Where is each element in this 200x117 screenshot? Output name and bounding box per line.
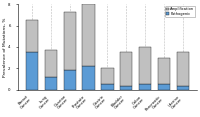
Bar — [64, 12, 76, 70]
Bar — [177, 52, 189, 86]
Bar — [139, 84, 151, 90]
Bar — [158, 84, 170, 90]
Bar — [82, 4, 95, 66]
Bar — [26, 20, 38, 52]
Bar — [158, 58, 170, 84]
Bar — [82, 66, 95, 90]
Bar — [64, 70, 76, 90]
Bar — [120, 52, 132, 86]
Bar — [101, 68, 114, 84]
Legend: Amplification, Pathogenic: Amplification, Pathogenic — [165, 6, 195, 17]
Bar — [45, 50, 57, 77]
Y-axis label: Prevalence of Mutations, %: Prevalence of Mutations, % — [3, 17, 7, 77]
Bar — [139, 47, 151, 84]
Bar — [45, 77, 57, 90]
Bar — [101, 84, 114, 90]
Bar — [26, 52, 38, 90]
Bar — [177, 86, 189, 90]
Bar — [120, 86, 132, 90]
